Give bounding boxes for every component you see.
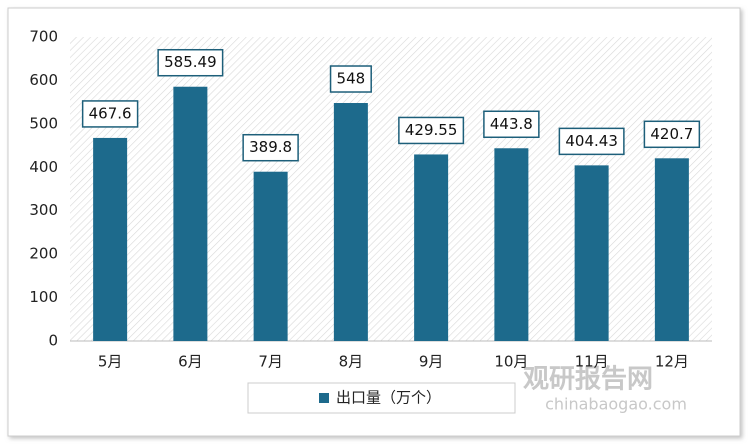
x-tick-label: 6月: [178, 353, 203, 371]
watermark: 观研报告网: [523, 364, 653, 395]
legend-box: [247, 382, 516, 414]
bar: [574, 165, 609, 341]
value-label-box: [329, 65, 372, 93]
value-label: 585.49: [164, 53, 217, 71]
value-label-box: [81, 100, 139, 128]
value-label: 420.7: [650, 125, 693, 143]
watermark: chinabaogao.com: [545, 395, 687, 414]
y-tick-label: 300: [29, 201, 58, 219]
x-tick-label: 11月: [575, 353, 609, 371]
legend-swatch: [319, 393, 329, 403]
y-tick-label: 200: [29, 245, 58, 263]
x-tick-label: 5月: [98, 353, 123, 371]
value-label: 548: [337, 70, 366, 88]
x-tick-label: 9月: [419, 353, 444, 371]
value-label: 404.43: [565, 132, 618, 150]
y-tick-label: 400: [29, 158, 58, 176]
y-tick-label: 100: [29, 288, 58, 306]
bar: [253, 171, 288, 341]
value-label-box: [643, 120, 701, 149]
value-label-box: [483, 110, 540, 139]
value-label-box: [242, 133, 299, 162]
x-tick-label: 10月: [494, 353, 528, 371]
plot-area: [70, 37, 712, 341]
y-tick-label: 500: [29, 114, 58, 132]
bar: [654, 158, 689, 341]
value-label-box: [558, 127, 625, 156]
bar: [93, 137, 128, 341]
value-label: 429.55: [405, 121, 458, 139]
value-label: 467.6: [89, 104, 132, 122]
value-label-box: [398, 116, 465, 145]
bar: [333, 103, 368, 341]
y-tick-label: 600: [29, 71, 58, 89]
bar: [414, 154, 449, 341]
bar: [173, 86, 208, 341]
value-label: 443.8: [490, 115, 533, 133]
x-tick-label: 8月: [339, 353, 364, 371]
y-tick-label: 0: [48, 332, 58, 350]
x-tick-label: 12月: [655, 353, 689, 371]
value-label-box: [157, 48, 224, 77]
legend-label: 出口量（万个）: [336, 389, 441, 407]
x-tick-label: 7月: [258, 353, 283, 371]
y-tick-label: 700: [29, 28, 58, 46]
value-label: 389.8: [249, 138, 292, 156]
bar: [494, 148, 529, 341]
